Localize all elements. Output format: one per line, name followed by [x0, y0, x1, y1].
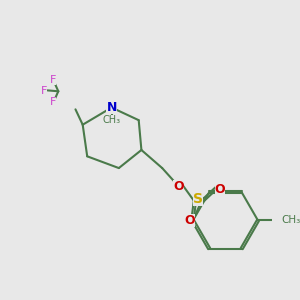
Text: CH₃: CH₃: [281, 215, 300, 226]
Text: F: F: [50, 97, 56, 107]
Text: S: S: [193, 192, 203, 206]
Text: O: O: [215, 183, 225, 196]
Text: O: O: [173, 180, 184, 193]
Text: F: F: [50, 75, 56, 85]
Text: CH₃: CH₃: [103, 115, 121, 125]
Text: O: O: [184, 214, 195, 227]
Text: F: F: [41, 86, 47, 96]
Text: N: N: [106, 101, 117, 114]
